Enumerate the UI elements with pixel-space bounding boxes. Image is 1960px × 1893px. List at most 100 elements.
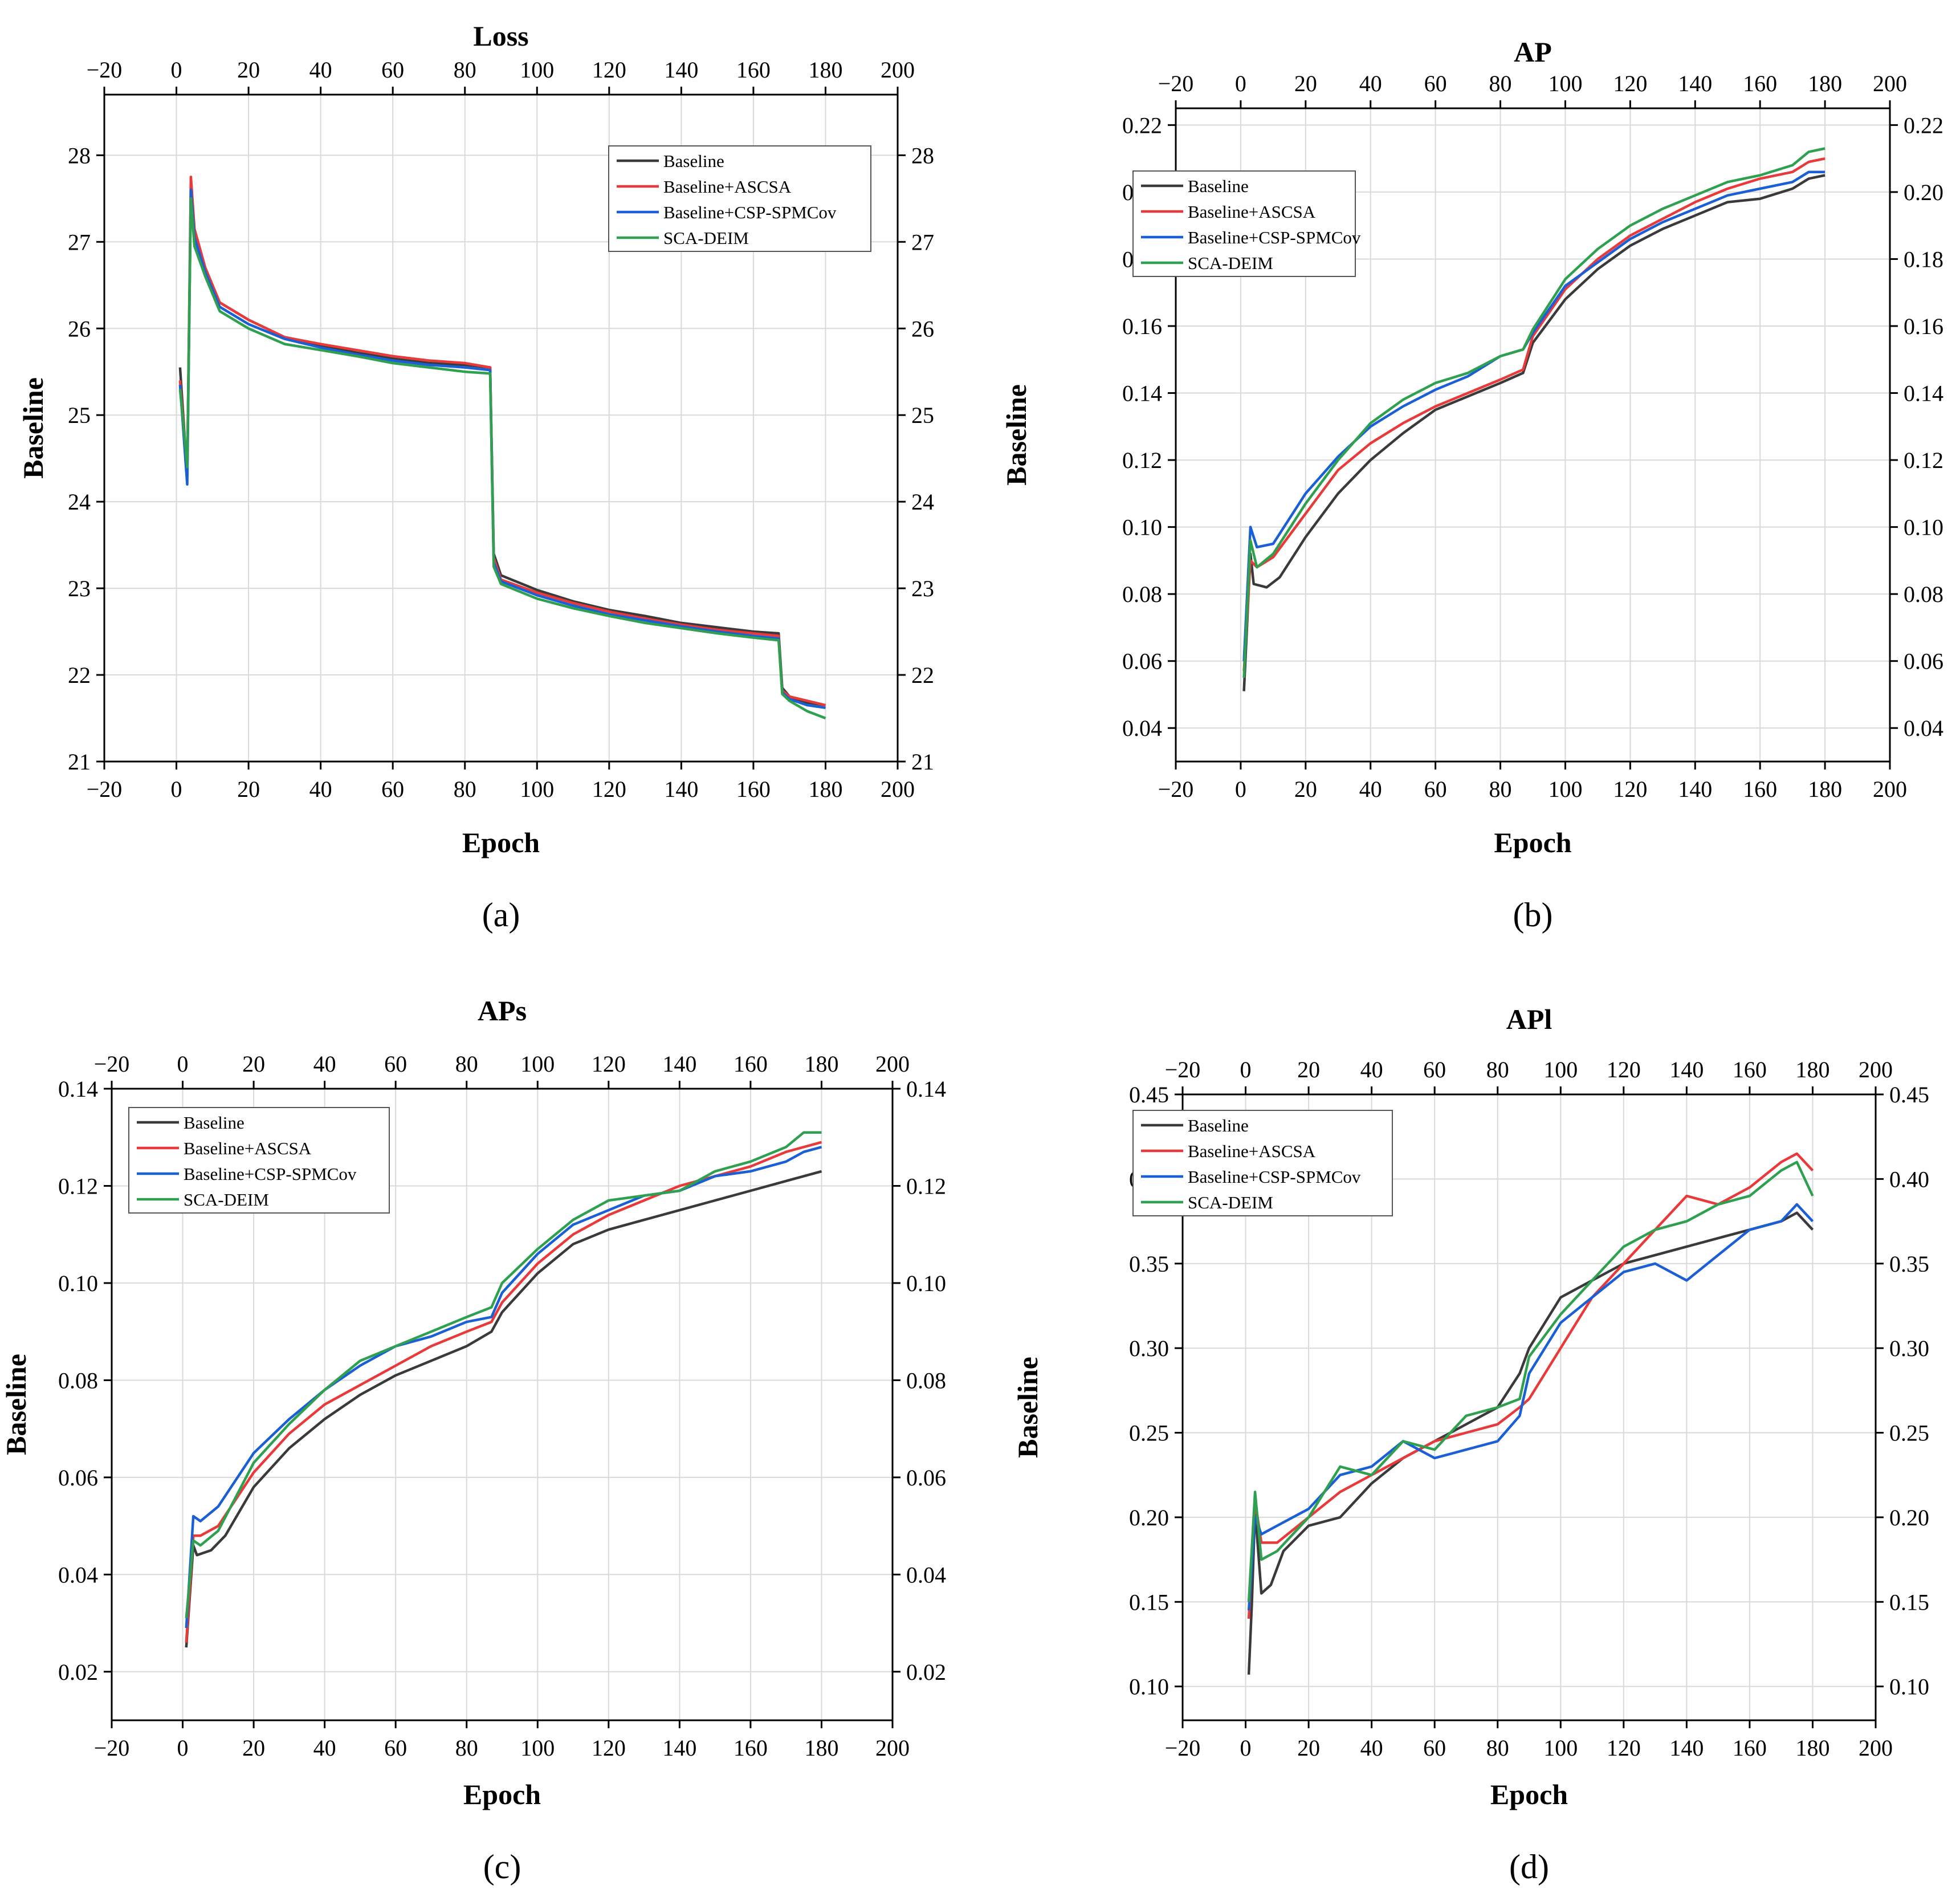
y-tick-label-right: 23 [911, 576, 934, 601]
legend-entry-label: SCA-DEIM [184, 1190, 269, 1210]
y-tick-label-right: 0.35 [1889, 1251, 1929, 1277]
y-tick-label-right: 0.15 [1889, 1589, 1929, 1615]
x-tick-label-bottom: 180 [804, 1735, 838, 1761]
x-tick-label-bottom: −20 [1158, 776, 1194, 802]
x-tick-label-top: 180 [808, 57, 842, 83]
x-tick-label-bottom: 180 [1795, 1735, 1829, 1761]
x-tick-label-bottom: 60 [1423, 1735, 1446, 1761]
y-tick-label-right: 0.10 [1904, 515, 1943, 540]
legend-box [1132, 170, 1356, 277]
x-axis-label: Epoch [1494, 827, 1571, 858]
x-tick-label-bottom: 20 [242, 1735, 265, 1761]
y-tick-label-right: 0.02 [906, 1659, 946, 1685]
y-tick-label-left: 0.12 [58, 1173, 98, 1199]
x-tick-label-top: 0 [171, 57, 182, 83]
legend: Baseline Baseline+ASCSA Baseline+CSP-SPMCo… [608, 145, 871, 252]
x-tick-label-bottom: 100 [520, 776, 554, 802]
x-tick-label-top: 20 [1297, 1057, 1320, 1082]
legend: Baseline Baseline+ASCSA Baseline+CSP-SPMCo… [1132, 1110, 1393, 1216]
series-line-sca-deim [178, 197, 826, 720]
y-tick-label-left: 0.20 [1129, 1505, 1169, 1530]
x-tick-label-top: 120 [1613, 71, 1647, 96]
x-tick-label-bottom: 20 [1294, 776, 1317, 802]
y-axis-label: Baseline [17, 377, 49, 479]
x-tick-label-top: 100 [1543, 1057, 1578, 1082]
legend-entry-label: Baseline+CSP-SPMCov [1188, 227, 1361, 247]
x-tick-label-top: 140 [662, 1051, 696, 1077]
x-tick-label-top: 120 [1607, 1057, 1641, 1082]
x-tick-label-top: 200 [1873, 71, 1907, 96]
y-tick-label-left: 0.06 [1122, 649, 1162, 674]
x-tick-label-top: 200 [881, 57, 915, 83]
x-tick-label-bottom: 0 [171, 776, 182, 802]
legend-entry-label: Baseline+ASCSA [184, 1138, 312, 1158]
x-tick-label-bottom: 0 [177, 1735, 189, 1761]
y-tick-label-left: 0.30 [1129, 1336, 1169, 1361]
x-tick-label-top: −20 [94, 1051, 130, 1077]
x-tick-label-top: 40 [309, 57, 332, 83]
x-tick-label-top: 100 [520, 57, 554, 83]
y-tick-label-right: 0.18 [1904, 246, 1943, 272]
x-tick-label-top: 0 [1235, 71, 1246, 96]
x-tick-label-top: 60 [384, 1051, 407, 1077]
x-tick-label-top: 0 [177, 1051, 189, 1077]
y-tick-label-left: 28 [68, 143, 91, 168]
x-tick-label-bottom: −20 [94, 1735, 130, 1761]
series-line-sca-deim [1242, 147, 1825, 678]
chart-title: Loss [473, 20, 528, 52]
x-tick-label-bottom: 40 [1359, 776, 1382, 802]
legend-entry-label: Baseline+ASCSA [663, 177, 792, 197]
x-tick-label-bottom: 140 [1678, 776, 1712, 802]
y-tick-label-right: 0.20 [1889, 1505, 1929, 1530]
y-tick-label-left: 0.10 [1122, 515, 1162, 540]
y-tick-label-right: 0.12 [1904, 447, 1943, 473]
legend: Baseline Baseline+ASCSA Baseline+CSP-SPMCo… [1132, 170, 1361, 277]
x-tick-label-bottom: 100 [1543, 1735, 1578, 1761]
y-tick-label-right: 0.06 [906, 1465, 946, 1491]
y-tick-label-right: 0.30 [1889, 1336, 1929, 1361]
y-tick-label-left: 0.10 [1129, 1674, 1169, 1700]
y-tick-label-left: 27 [68, 229, 91, 255]
y-tick-label-left: 0.08 [58, 1367, 98, 1393]
x-tick-label-top: 60 [1424, 71, 1447, 96]
x-tick-label-bottom: 120 [592, 776, 626, 802]
chart-panel-d: −20 −20 0 0 20 20 40 40 60 60 80 80 100 100 120 120 140 1… [1012, 1003, 1929, 1886]
x-tick-label-top: 160 [734, 1051, 768, 1077]
x-tick-label-bottom: 20 [1297, 1735, 1320, 1761]
series-line-baseline-ascsa [185, 1141, 822, 1643]
chart-panel-b: −20 −20 0 0 20 20 40 40 60 60 80 80 100 100 120 120 140 1… [1000, 36, 1943, 934]
chart-title: AP [1514, 36, 1552, 68]
y-tick-label-right: 26 [911, 316, 934, 341]
x-tick-label-top: 180 [804, 1051, 838, 1077]
legend-entry-label: Baseline+CSP-SPMCov [1188, 1167, 1361, 1187]
x-tick-label-top: 120 [592, 1051, 626, 1077]
x-tick-label-top: 160 [1743, 71, 1777, 96]
y-tick-label-right: 0.04 [906, 1562, 946, 1587]
x-tick-label-top: 140 [1669, 1057, 1704, 1082]
y-tick-label-right: 0.22 [1904, 112, 1943, 138]
x-tick-label-bottom: 40 [313, 1735, 336, 1761]
y-tick-label-left: 22 [68, 662, 91, 688]
x-tick-label-bottom: 0 [1240, 1735, 1252, 1761]
x-tick-label-top: 200 [1859, 1057, 1893, 1082]
chart-title: APl [1506, 1003, 1552, 1035]
y-tick-label-right: 0.10 [906, 1271, 946, 1296]
x-tick-label-top: 40 [313, 1051, 336, 1077]
x-tick-label-top: 140 [1678, 71, 1712, 96]
y-tick-label-left: 0.45 [1129, 1082, 1169, 1108]
y-tick-label-left: 23 [68, 576, 91, 601]
x-tick-label-bottom: 160 [1743, 776, 1777, 802]
y-tick-label-right: 0.40 [1889, 1166, 1929, 1192]
y-tick-label-right: 0.08 [906, 1367, 946, 1393]
x-tick-label-top: 60 [1423, 1057, 1446, 1082]
x-tick-label-bottom: 40 [1360, 1735, 1383, 1761]
y-tick-label-right: 27 [911, 229, 934, 255]
x-tick-label-bottom: 80 [1489, 776, 1512, 802]
legend-box [1132, 1110, 1393, 1216]
y-tick-label-left: 25 [68, 402, 91, 428]
x-tick-label-top: 80 [454, 57, 476, 83]
y-tick-label-right: 28 [911, 143, 934, 168]
y-tick-label-right: 0.14 [1904, 381, 1943, 406]
x-tick-label-top: −20 [1165, 1057, 1201, 1082]
